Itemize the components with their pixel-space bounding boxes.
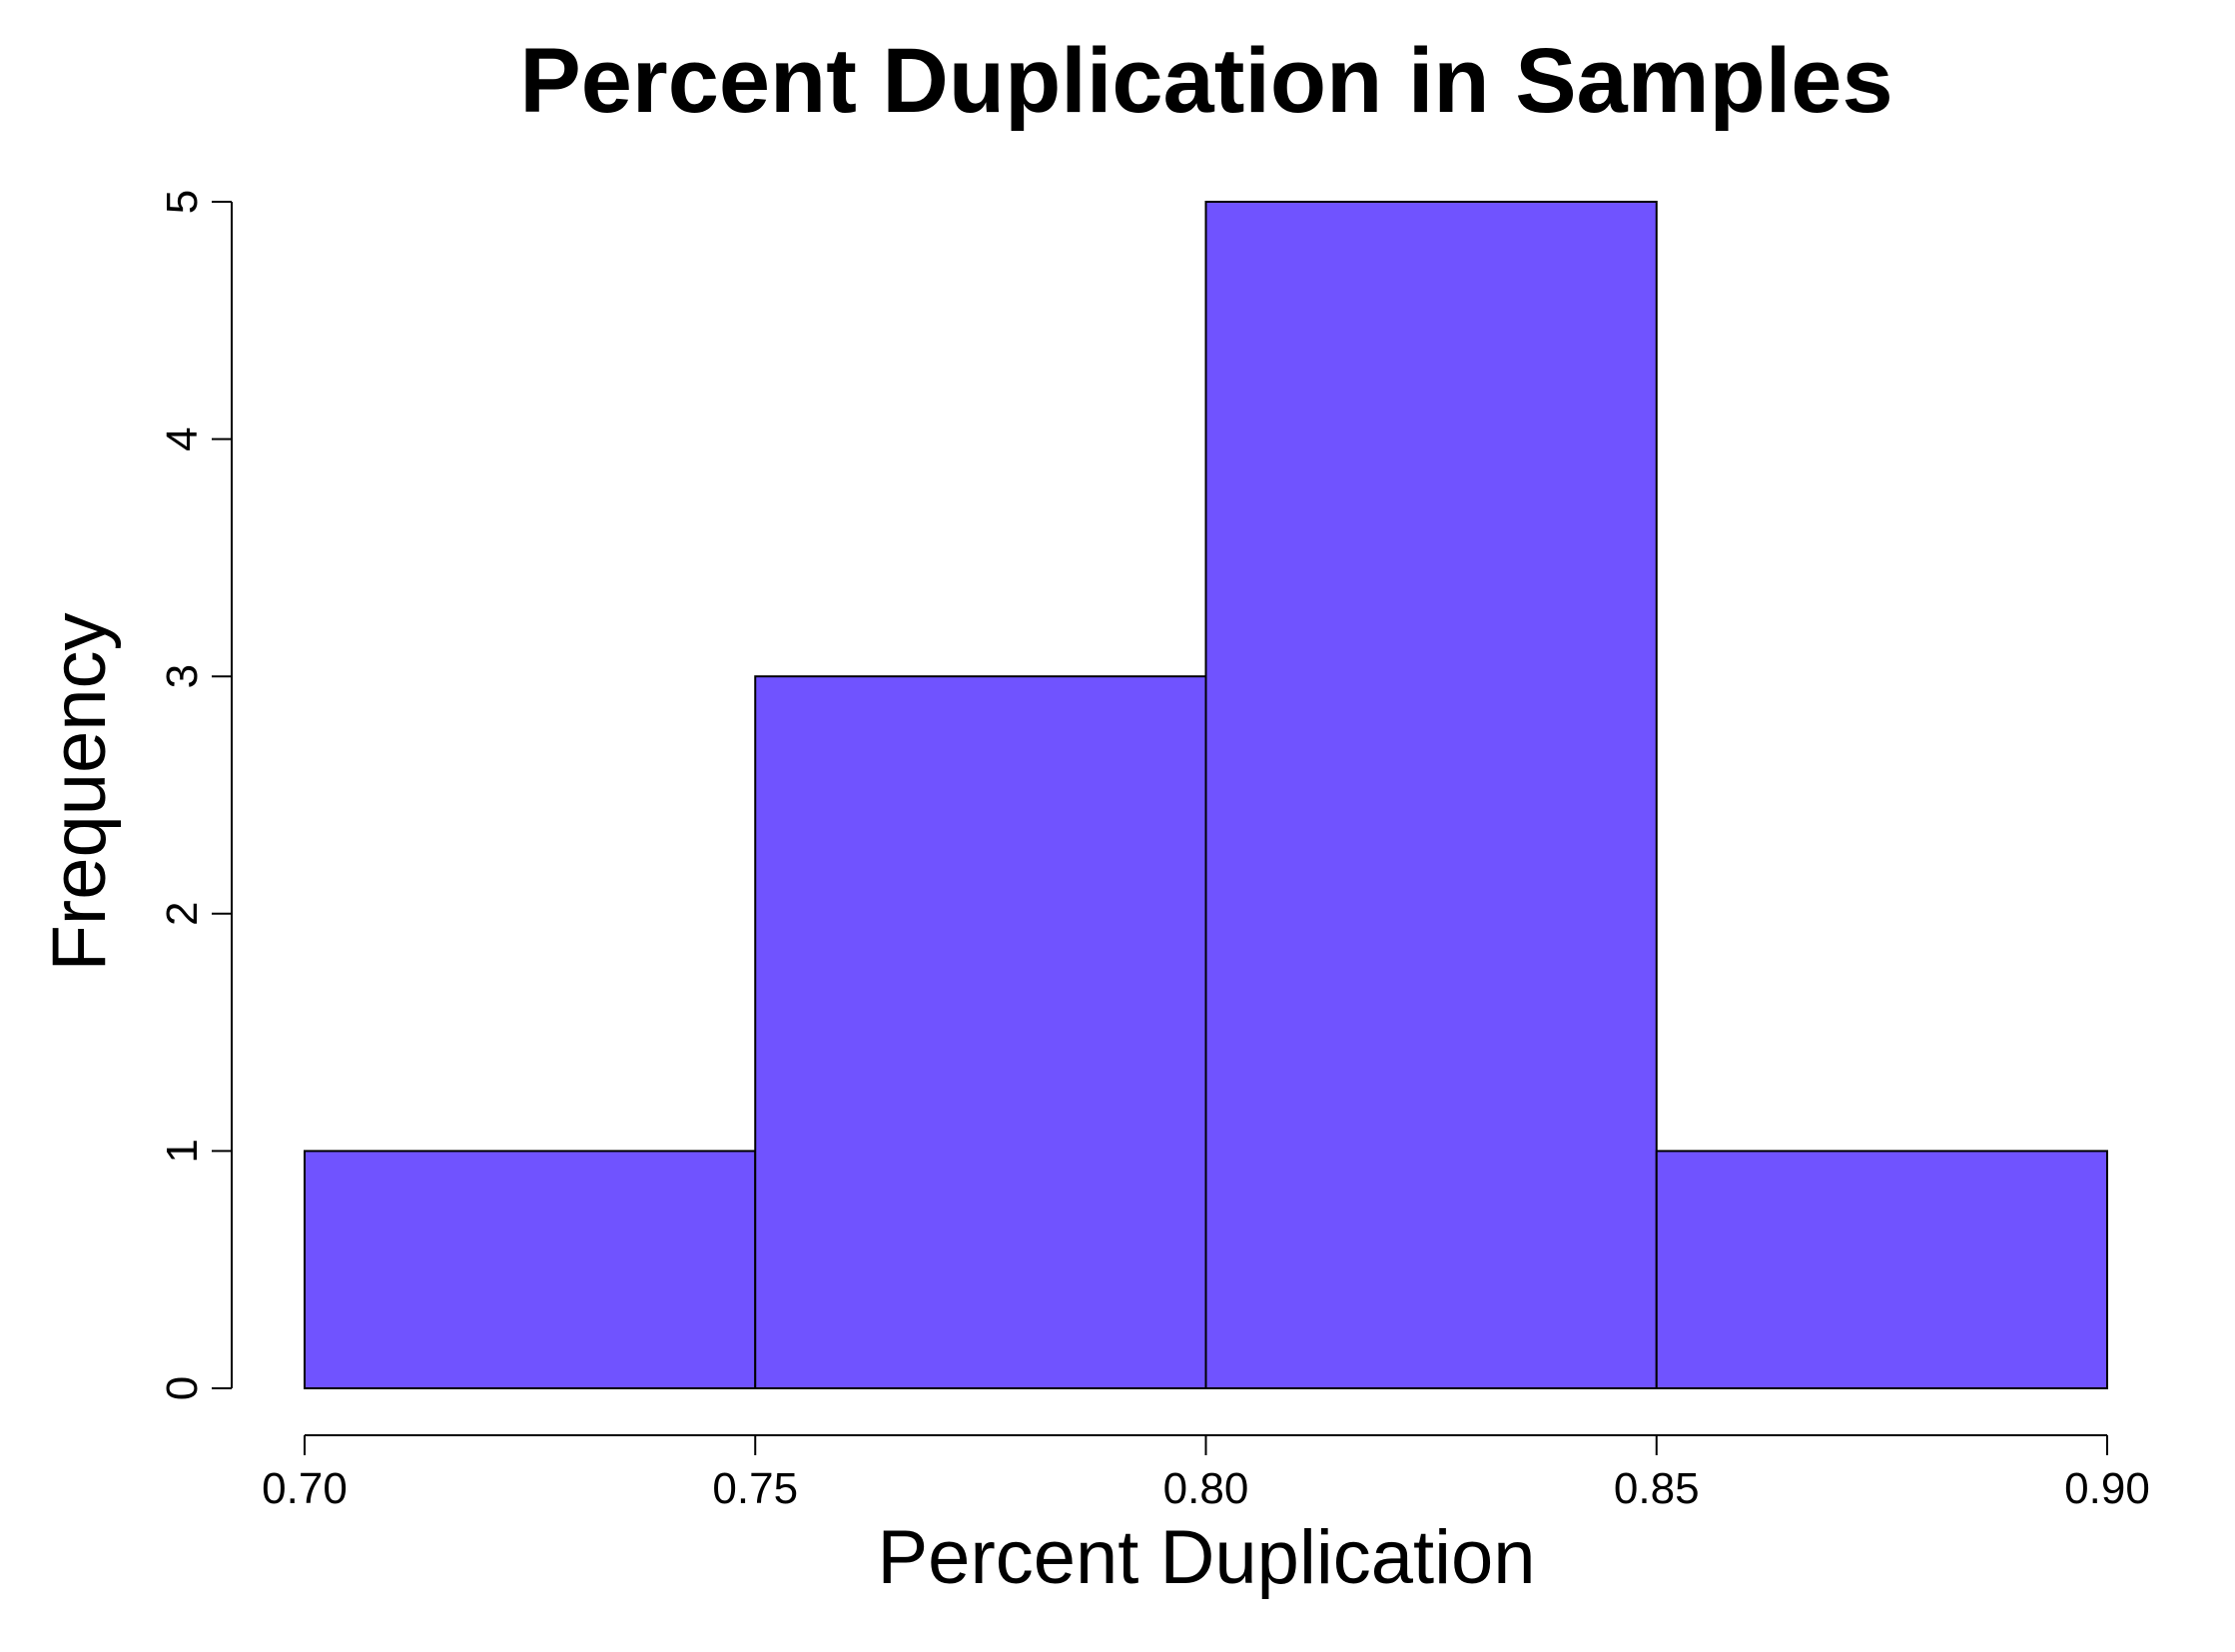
- x-tick-label-3: 0.85: [1614, 1464, 1700, 1513]
- bars-group: [304, 201, 2108, 1390]
- y-tick-label-2: 2: [158, 902, 207, 926]
- y-tick-label-5: 5: [158, 190, 207, 214]
- y-axis: 0 1 2 3 4 5: [158, 190, 233, 1400]
- bar-1: [754, 675, 1207, 1389]
- x-tick-label-4: 0.90: [2064, 1464, 2150, 1513]
- y-axis-label: Frequency: [37, 612, 122, 971]
- x-tick-label-1: 0.75: [712, 1464, 798, 1513]
- bar-2: [1204, 201, 1658, 1389]
- x-tick-label-0: 0.70: [262, 1464, 348, 1513]
- chart-title: Percent Duplication in Samples: [519, 30, 1892, 132]
- bar-3: [1655, 1150, 2108, 1390]
- x-axis-label: Percent Duplication: [877, 1515, 1535, 1600]
- y-tick-label-0: 0: [158, 1376, 207, 1400]
- x-axis: 0.70 0.75 0.80 0.85 0.90: [262, 1434, 2150, 1513]
- y-tick-label-1: 1: [158, 1139, 207, 1163]
- y-tick-label-4: 4: [158, 426, 207, 450]
- y-tick-label-3: 3: [158, 664, 207, 688]
- bar-0: [304, 1150, 757, 1390]
- x-tick-label-2: 0.80: [1163, 1464, 1249, 1513]
